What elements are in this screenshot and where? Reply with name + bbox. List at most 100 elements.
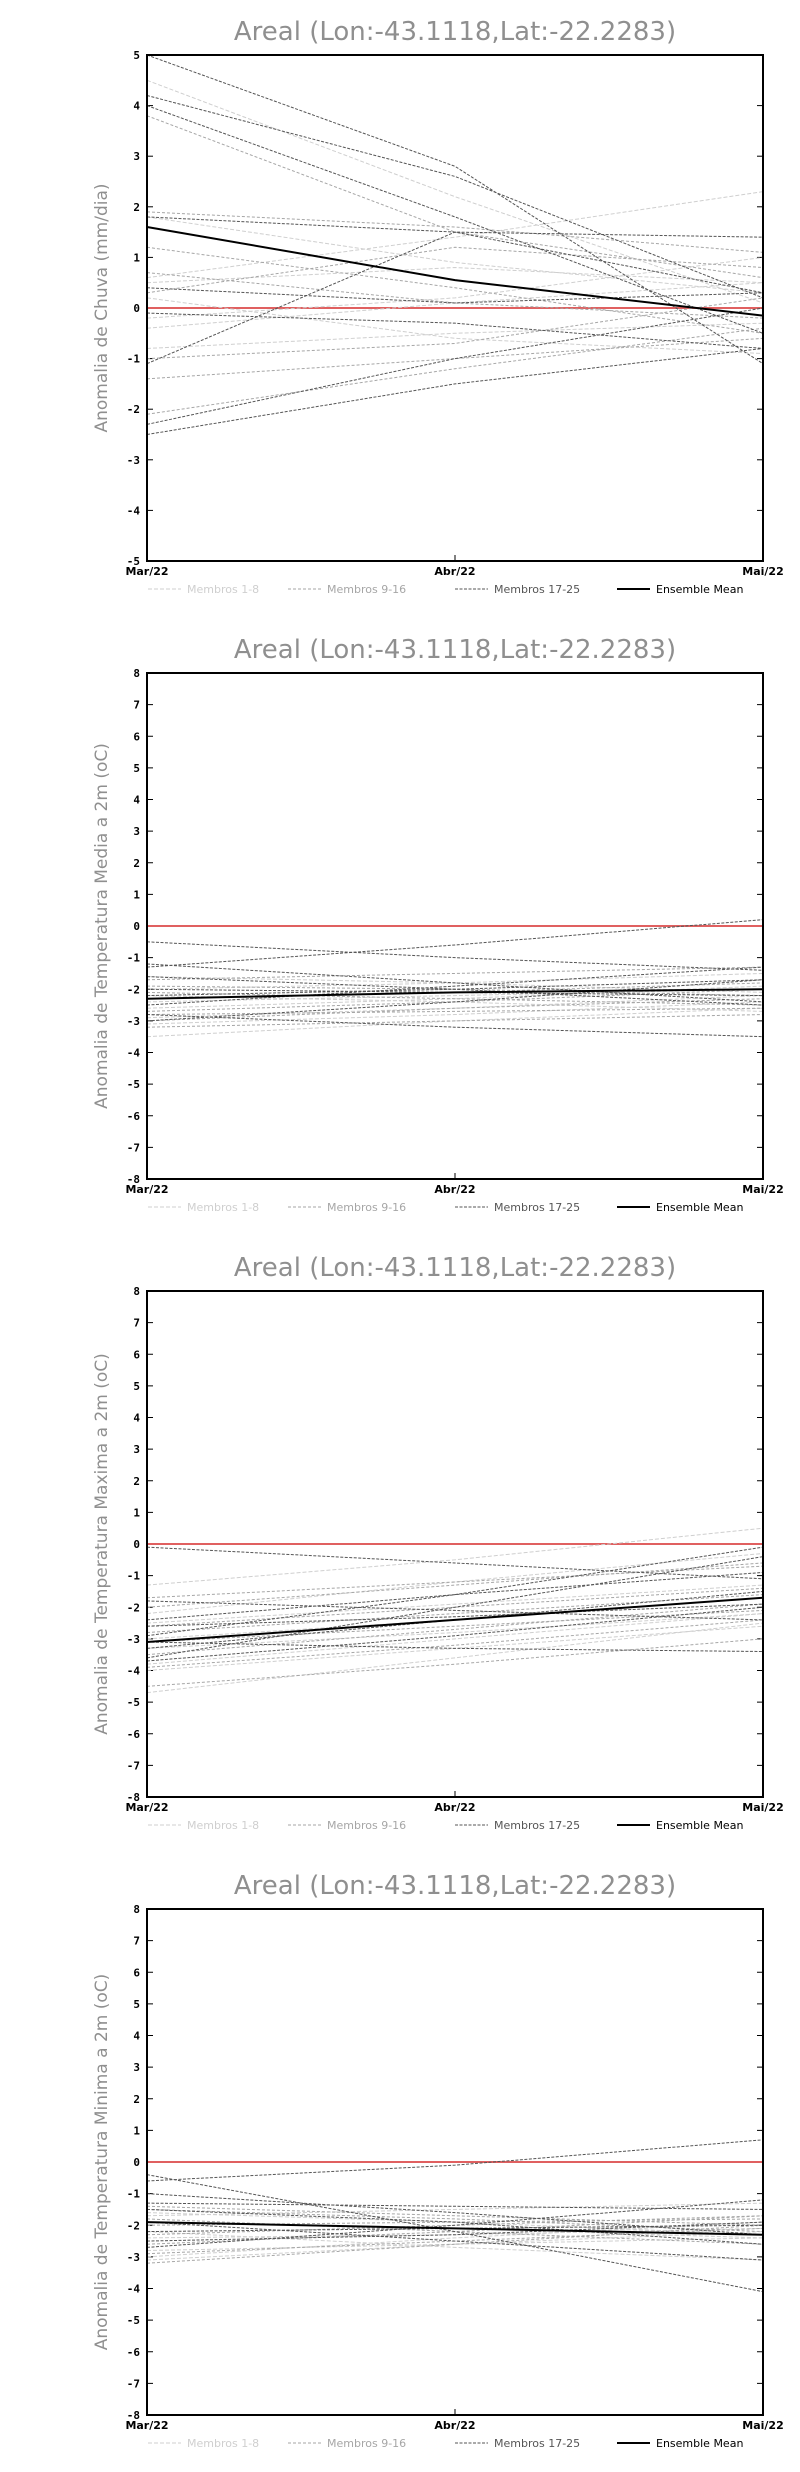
legend-membros-9-16: Membros 9-16 <box>327 583 406 596</box>
member-series-line <box>146 2193 764 2236</box>
member-series-line <box>146 963 764 1003</box>
ensemble-mean-line <box>146 226 764 317</box>
member-series-line <box>146 246 764 294</box>
member-series-line <box>146 2208 764 2245</box>
y-tick-label: 4 <box>133 1412 140 1425</box>
member-series-line <box>146 231 764 365</box>
chart-svg: Areal (Lon:-43.1118,Lat:-22.2283) Anomali… <box>92 1871 784 2450</box>
y-tick-label: -3 <box>127 1015 140 1028</box>
y-tick-label: -8 <box>127 2409 140 2422</box>
y-tick-label: 3 <box>133 150 140 163</box>
member-series-line <box>146 991 764 1006</box>
x-tick-label: Mai/22 <box>742 565 783 578</box>
member-series-line <box>146 256 764 319</box>
chart-panel-temp-minima: Areal (Lon:-43.1118,Lat:-22.2283) Anomali… <box>0 1854 800 2472</box>
chart-svg: Areal (Lon:-43.1118,Lat:-22.2283) Anomali… <box>92 635 784 1214</box>
x-tick-label: Mai/22 <box>742 2419 783 2432</box>
y-tick-label: 2 <box>133 2093 140 2106</box>
y-tick-label: -5 <box>127 555 140 568</box>
x-tick-label: Mar/22 <box>125 565 168 578</box>
legend-ensemble-mean: Ensemble Mean <box>656 2437 743 2450</box>
chart-title: Areal (Lon:-43.1118,Lat:-22.2283) <box>234 635 676 665</box>
y-tick-label: 1 <box>133 251 140 264</box>
y-tick-label: 5 <box>133 49 140 62</box>
y-tick-label: -5 <box>127 1696 140 1709</box>
y-tick-label: 8 <box>133 1903 140 1916</box>
y-tick-label: -7 <box>127 1759 140 1772</box>
legend-membros-1-8: Membros 1-8 <box>187 1201 259 1214</box>
member-series-line <box>146 1638 764 1687</box>
y-tick-label: -1 <box>127 353 141 366</box>
member-series-line <box>146 1007 764 1016</box>
y-tick-label: 1 <box>133 888 140 901</box>
y-tick-label: -2 <box>127 1601 140 1614</box>
member-series-line <box>146 2224 764 2264</box>
member-series-line <box>146 1619 764 1668</box>
x-tick-label: Mar/22 <box>125 1183 168 1196</box>
legend-membros-17-25: Membros 17-25 <box>494 583 580 596</box>
y-tick-label: 0 <box>133 302 140 315</box>
member-series-line <box>146 1527 764 1586</box>
y-tick-label: 7 <box>133 1317 140 1330</box>
y-tick-label: 4 <box>133 794 140 807</box>
y-tick-label: 8 <box>133 667 140 680</box>
y-tick-label: 5 <box>133 1998 140 2011</box>
x-tick-label: Abr/22 <box>434 1801 475 1814</box>
member-series-line <box>146 988 764 1012</box>
member-series-line <box>146 2218 764 2245</box>
y-tick-label: 2 <box>133 857 140 870</box>
member-series-line <box>146 2215 764 2236</box>
legend-ensemble-mean: Ensemble Mean <box>656 1201 743 1214</box>
y-tick-label: -8 <box>127 1791 140 1804</box>
legend-membros-9-16: Membros 9-16 <box>327 1201 406 1214</box>
y-tick-label: -8 <box>127 1173 140 1186</box>
y-tick-label: -4 <box>127 1665 141 1678</box>
member-series-line <box>146 347 764 435</box>
member-series-line <box>146 2221 764 2242</box>
member-series-line <box>146 94 764 299</box>
member-series-line <box>146 287 764 304</box>
legend-membros-1-8: Membros 1-8 <box>187 583 259 596</box>
member-series-line <box>146 322 764 349</box>
y-tick-label: 2 <box>133 1475 140 1488</box>
y-tick-label: 1 <box>133 2124 140 2137</box>
y-tick-label: 6 <box>133 1966 140 1979</box>
member-series-line <box>146 2208 764 2233</box>
y-tick-label: -7 <box>127 1141 140 1154</box>
member-series-line <box>146 1613 764 1665</box>
member-series-line <box>146 211 764 253</box>
member-series-line <box>146 966 764 1006</box>
y-tick-label: 7 <box>133 699 140 712</box>
member-series-line <box>146 966 764 981</box>
member-series-line <box>146 1565 764 1599</box>
member-series-line <box>146 2205 764 2226</box>
legend-ensemble-mean: Ensemble Mean <box>656 1819 743 1832</box>
member-series-line <box>146 2202 764 2217</box>
member-series-line <box>146 2139 764 2182</box>
member-series-line <box>146 1001 764 1025</box>
legend-membros-17-25: Membros 17-25 <box>494 2437 580 2450</box>
chart-svg: Areal (Lon:-43.1118,Lat:-22.2283) Anomali… <box>92 17 784 596</box>
y-tick-label: 6 <box>133 730 140 743</box>
x-tick-label: Mai/22 <box>742 1183 783 1196</box>
x-tick-label: Mar/22 <box>125 1801 168 1814</box>
y-tick-label: 3 <box>133 825 140 838</box>
x-tick-label: Mai/22 <box>742 1801 783 1814</box>
y-tick-label: 8 <box>133 1285 140 1298</box>
y-tick-label: -6 <box>127 1110 141 1123</box>
y-tick-label: -3 <box>127 1633 140 1646</box>
member-series-line <box>146 54 764 365</box>
member-series-line <box>146 1609 764 1643</box>
member-series-line <box>146 1014 764 1028</box>
y-tick-label: -1 <box>127 2188 141 2201</box>
member-series-line <box>146 115 764 279</box>
y-tick-label: 5 <box>133 1380 140 1393</box>
member-series-line <box>146 1552 764 1615</box>
x-tick-label: Abr/22 <box>434 565 475 578</box>
chart-panel-chuva: Areal (Lon:-43.1118,Lat:-22.2283) Anomali… <box>0 0 800 618</box>
y-tick-label: 1 <box>133 1506 140 1519</box>
legend-membros-17-25: Membros 17-25 <box>494 1819 580 1832</box>
member-series-line <box>146 1556 764 1659</box>
y-tick-label: 0 <box>133 1538 140 1551</box>
member-series-line <box>146 312 764 349</box>
